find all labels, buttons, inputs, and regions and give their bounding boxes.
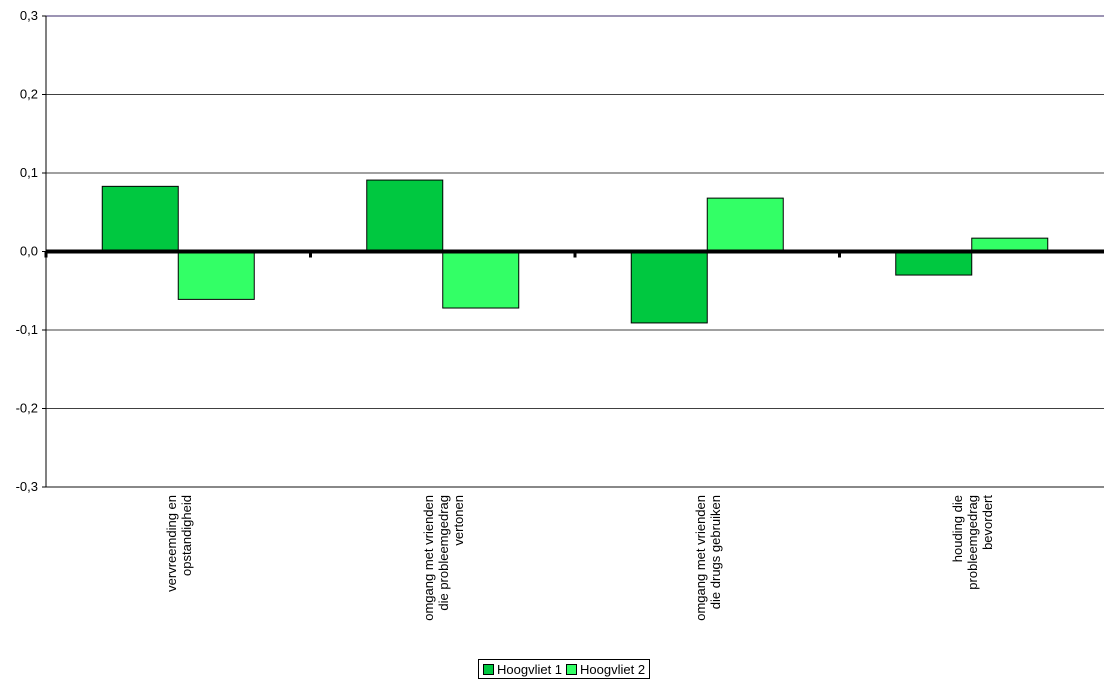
legend-label-series-2: Hoogvliet 2 — [580, 661, 646, 677]
axes — [42, 15, 1104, 488]
category-label: die drugs gebruiken — [708, 495, 723, 609]
y-tick-label: 0,3 — [20, 8, 38, 23]
bar-series-1-cat-1 — [101, 185, 179, 252]
y-tick-label: 0,2 — [20, 87, 38, 102]
bar-series-2-cat-3 — [706, 197, 784, 252]
legend-swatch-series-1 — [483, 663, 494, 675]
bar-series-1-cat-4 — [895, 251, 973, 276]
legend-item-series-1: Hoogvliet 1 — [483, 662, 562, 677]
category-labels: vervreemding en opstandigheid omgang met v… — [164, 495, 995, 621]
category-label: probleemgedrag — [965, 495, 980, 590]
category-label: bevordert — [980, 495, 995, 550]
y-tick-label: -0,1 — [16, 322, 38, 337]
category-label: opstandigheid — [179, 495, 194, 576]
bar-series-1-cat-3 — [630, 251, 708, 324]
category-label: vertonen — [451, 495, 466, 546]
legend-swatch-series-2 — [566, 663, 578, 675]
category-label: omgang met vrienden — [421, 495, 436, 621]
legend-label-series-1: Hoogvliet 1 — [497, 661, 563, 677]
y-tick-labels: 0,3 0,2 0,1 0,0 -0,1 -0,2 -0,3 — [16, 8, 38, 494]
category-label: die probleemgedrag — [436, 495, 451, 611]
category-label: houding die — [950, 495, 965, 562]
bar-series-1-cat-2 — [366, 179, 444, 252]
bar-series-2-cat-4 — [971, 237, 1049, 252]
y-tick-label: 0,0 — [20, 244, 38, 259]
y-tick-label: -0,2 — [16, 401, 38, 416]
bar-series-2-cat-1 — [177, 251, 255, 300]
legend-item-series-2: Hoogvliet 2 — [566, 662, 645, 677]
bars — [101, 179, 1049, 324]
category-label: vervreemding en — [164, 495, 179, 592]
y-tick-label: 0,1 — [20, 165, 38, 180]
category-label: omgang met vrienden — [693, 495, 708, 621]
legend: Hoogvliet 1 Hoogvliet 2 — [478, 659, 651, 679]
bar-series-2-cat-2 — [442, 251, 520, 309]
y-tick-label: -0,3 — [16, 479, 38, 494]
